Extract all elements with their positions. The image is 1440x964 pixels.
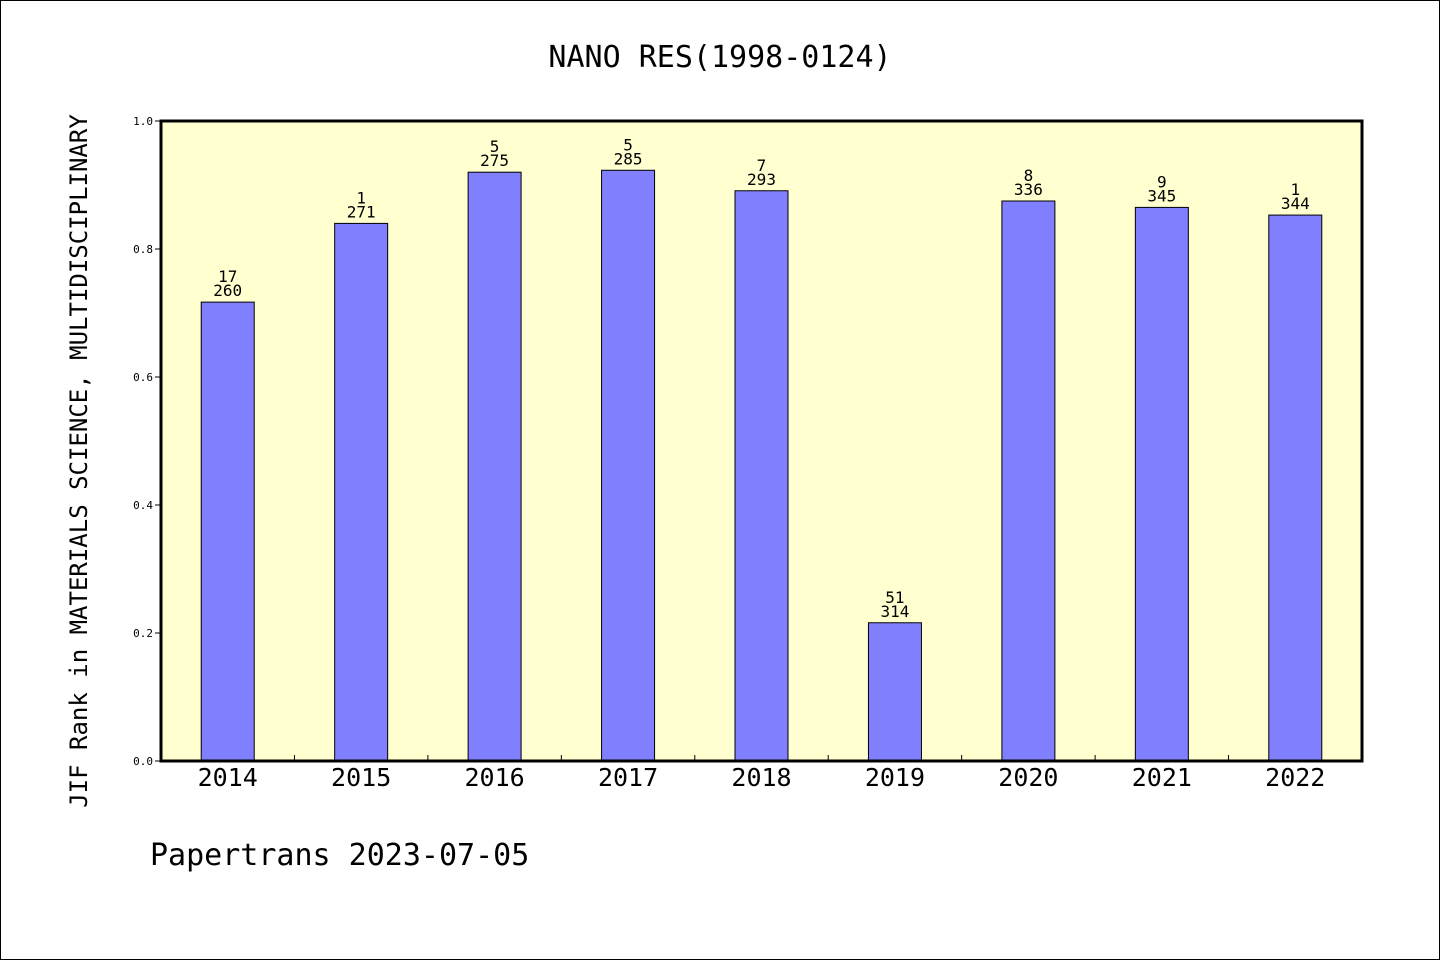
bar-label-total: 345 [1147,186,1176,205]
x-tick-label: 2019 [865,763,925,792]
y-axis-label: JIF Rank in MATERIALS SCIENCE, MULTIDISC… [65,114,93,808]
x-tick-label: 2015 [331,763,391,792]
bar-2014 [200,301,255,762]
x-tick-label: 2020 [998,763,1058,792]
plot-border [159,119,1364,763]
bar-label-total: 275 [480,151,509,170]
bar-label-rank: 51 [885,588,904,607]
x-tick-label: 2018 [731,763,791,792]
y-ticks-group: 0.0 0.2 0.4 0.6 0.8 1.0 [133,115,161,768]
bar-2015 [334,222,389,762]
chart-title: NANO RES(1998-0124) [548,40,891,75]
bar-label-total: 336 [1014,180,1043,199]
bar-label-total: 314 [880,602,909,621]
bar-2016 [467,171,522,762]
bar-2022 [1268,214,1323,762]
y-tick-label: 1.0 [133,115,153,128]
y-tick-label: 0.0 [133,755,153,768]
x-tick-label: 2017 [598,763,658,792]
bar-label-total: 344 [1281,194,1310,213]
bar-2020 [1001,200,1056,762]
bar-label-total: 260 [213,281,242,300]
bar-label-total: 293 [747,170,776,189]
bar-label-total: 271 [347,202,376,221]
x-tick-label: 2016 [465,763,525,792]
bar-2018 [734,190,789,762]
bar-2019 [867,622,922,762]
bar-label-rank: 17 [218,267,237,286]
x-tick-label: 2014 [198,763,258,792]
footer-text: Papertrans 2023-07-05 [150,838,529,873]
y-tick-label: 0.6 [133,371,153,384]
bar-label-rank: 5 [490,137,500,156]
bar-label-rank: 9 [1157,172,1167,191]
y-tick-label: 0.8 [133,243,153,256]
bar-label-rank: 1 [356,188,366,207]
y-tick-label: 0.4 [133,499,153,512]
bar-2021 [1134,206,1189,762]
bar-label-rank: 8 [1024,166,1034,185]
bar-2017 [601,169,656,762]
bar-label-rank: 5 [623,135,633,154]
x-tick-label: 2021 [1132,763,1192,792]
bar-label-total: 285 [614,149,643,168]
x-tick-label: 2022 [1265,763,1325,792]
bar-label-rank: 7 [757,156,767,175]
bar-label-rank: 1 [1290,180,1300,199]
x-ticks-group: 2014 2015 2016 2017 2018 2019 2020 2021 2022 [198,755,1325,792]
y-tick-label: 0.2 [133,627,153,640]
